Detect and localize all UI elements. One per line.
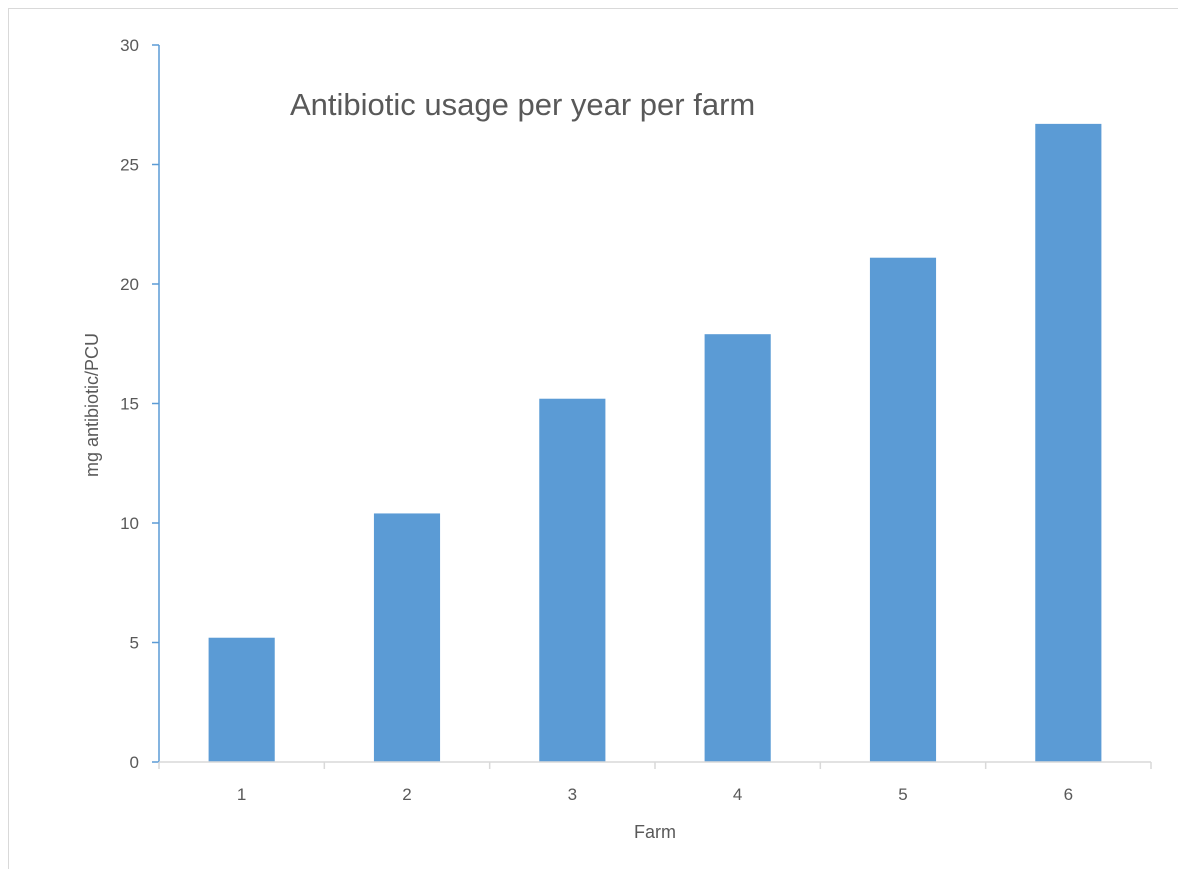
- y-axis-title: mg antibiotic/PCU: [82, 333, 102, 477]
- bar-farm-6: [1035, 123, 1102, 763]
- y-tick-label-5: 5: [130, 634, 139, 653]
- bar-farm-2: [373, 513, 441, 762]
- bars-layer: [208, 123, 1102, 763]
- labels-layer: 0 5 10 15 20 25 30 1 2 3 4 5 6: [120, 36, 1073, 804]
- x-tick-label-3: 3: [568, 785, 577, 804]
- chart-title: Antibiotic usage per year per farm: [290, 87, 755, 122]
- bar-farm-3: [539, 398, 606, 762]
- y-tick-label-15: 15: [120, 395, 139, 414]
- y-tick-label-30: 30: [120, 36, 139, 55]
- y-tick-label-25: 25: [120, 156, 139, 175]
- bar-farm-4: [704, 334, 771, 762]
- bar-farm-5: [869, 257, 937, 762]
- x-tick-label-4: 4: [733, 785, 742, 804]
- y-tick-label-20: 20: [120, 275, 139, 294]
- x-axis-title: Farm: [634, 822, 676, 842]
- x-tick-label-2: 2: [402, 785, 411, 804]
- y-tick-label-0: 0: [130, 753, 139, 772]
- bar-farm-1: [208, 637, 275, 762]
- x-tick-label-1: 1: [237, 785, 246, 804]
- y-tick-label-10: 10: [120, 514, 139, 533]
- x-tick-label-6: 6: [1064, 785, 1073, 804]
- x-tick-label-5: 5: [898, 785, 907, 804]
- chart-frame: [8, 8, 1178, 869]
- axes-layer: [152, 44, 1152, 769]
